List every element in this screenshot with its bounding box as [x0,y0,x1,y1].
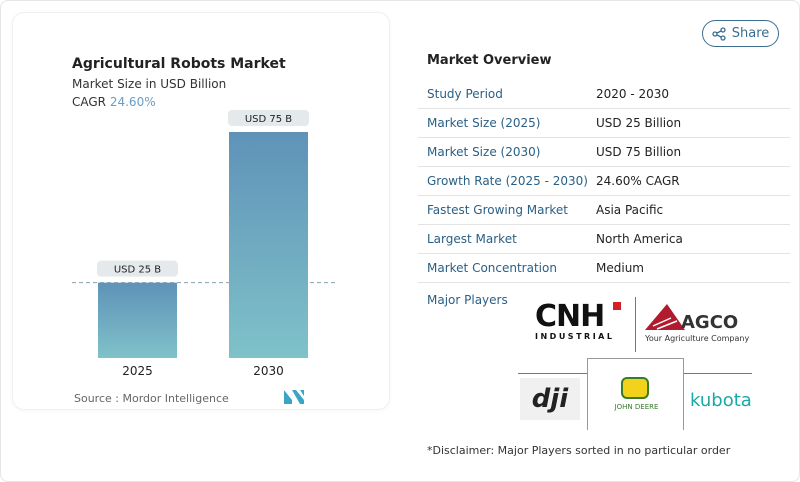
row-label: Market Size (2025) [427,116,541,130]
row-value: USD 25 Billion [596,116,682,130]
row-value: 24.60% CAGR [596,174,680,188]
row-label: Largest Market [427,232,517,246]
mordor-logo-icon [284,390,304,404]
overview-row: Market Concentration Medium [418,254,790,283]
row-label: Fastest Growing Market [427,203,569,217]
overview-row: Market Size (2025) USD 25 Billion [418,109,790,138]
cnh-industrial-logo: CNH INDUSTRIAL [535,302,621,341]
source: Source : Mordor Intelligence [74,392,229,405]
john-deere-logo: JOHN DEERE [587,358,684,430]
x-tick-label: 2025 [122,364,153,378]
share-icon [712,26,726,41]
x-tick-label: 2030 [253,364,284,378]
chart-subtitle: Market Size in USD Billion [72,77,227,91]
chart-title: Agricultural Robots Market [72,56,286,72]
overview-row: Market Size (2030) USD 75 Billion [418,138,790,167]
overview-row: Fastest Growing Market Asia Pacific [418,196,790,225]
share-button[interactable]: Share [702,20,779,47]
data-label-box [228,110,309,126]
row-value: 2020 - 2030 [596,87,670,101]
row-value: USD 75 Billion [596,145,682,159]
share-label: Share [731,26,770,41]
cagr-label: CAGR [72,95,107,109]
data-label: USD 25 B [114,265,161,276]
overview-row: Study Period 2020 - 2030 [418,80,790,109]
cagr: CAGR 24.60% [72,95,156,109]
overview-title: Market Overview [427,53,552,68]
agco-logo: AGCO Your Agriculture Company [645,304,749,343]
row-value: North America [596,232,683,246]
bar-2030 [229,132,308,358]
data-label: USD 75 B [245,114,292,125]
source-value: Mordor Intelligence [122,392,229,405]
row-label: Market Concentration [427,261,557,275]
row-value: Medium [596,261,644,275]
overview-row: Growth Rate (2025 - 2030) 24.60% CAGR [418,167,790,196]
data-label-box [97,260,178,277]
chart-card [12,12,390,410]
row-label: Market Size (2030) [427,145,541,159]
logo-divider [635,297,636,352]
cagr-value: 24.60% [109,95,156,109]
kubota-logo: kubota [690,390,752,411]
overview-row: Largest Market North America [418,225,790,254]
bar-chart: USD 25 B 2025 USD 75 B 2030 [72,110,336,378]
bar-2025 [98,282,177,358]
row-label: Growth Rate (2025 - 2030) [427,174,588,188]
dji-logo: dji [520,378,580,420]
disclaimer: *Disclaimer: Major Players sorted in no … [427,444,731,457]
row-label: Study Period [427,87,503,101]
major-players-label: Major Players [427,293,508,307]
source-label: Source : [74,392,119,405]
row-value: Asia Pacific [596,203,664,217]
